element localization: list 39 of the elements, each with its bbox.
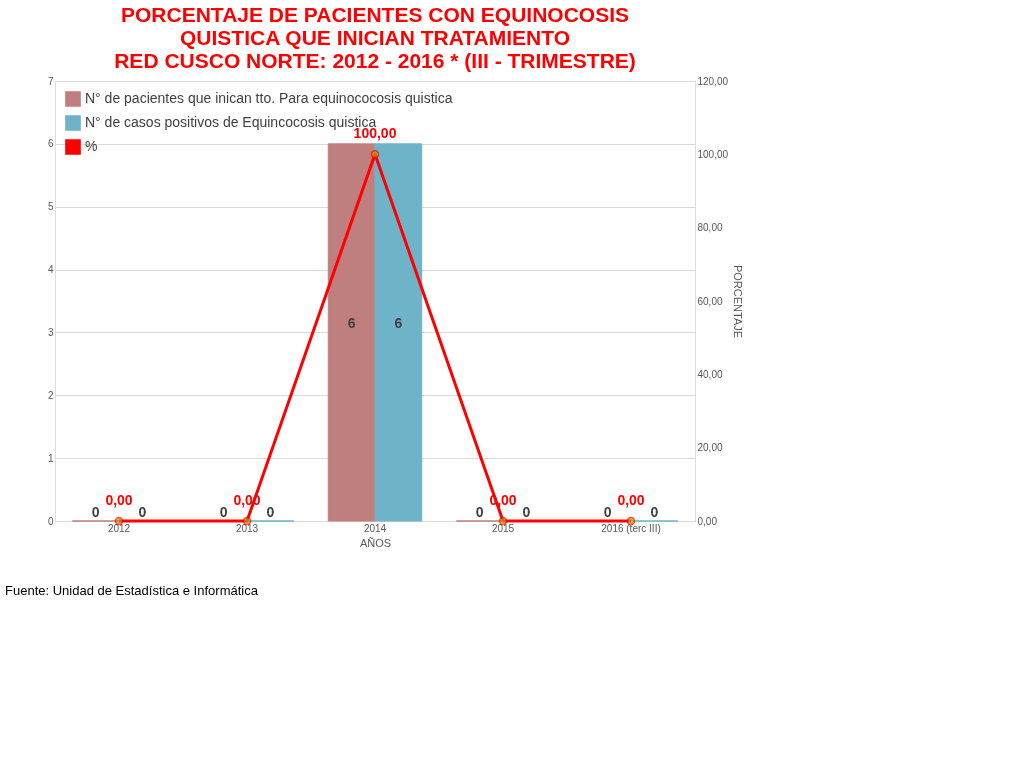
data-label: 0 <box>603 504 612 520</box>
data-label: 0 <box>91 504 100 520</box>
x-tick-label: 2013 <box>235 522 259 534</box>
y-tick-label: 5 <box>47 201 54 213</box>
y2-tick-label: 40,00 <box>697 368 723 380</box>
data-label: 0 <box>650 504 659 520</box>
y-tick-label: 2 <box>47 389 54 401</box>
x-tick-label: 2012 <box>107 522 131 534</box>
y2-tick-label: 20,00 <box>697 442 723 454</box>
data-label: 0 <box>522 504 531 520</box>
y2-tick-label: 100,00 <box>697 148 729 160</box>
y2-tick-label: 80,00 <box>697 222 723 234</box>
data-label: 6 <box>347 315 356 332</box>
source-note: Fuente: Unidad de Estadística e Informática <box>5 583 259 598</box>
legend-label: N° de casos positivos de Equincocosis quistica <box>85 114 377 130</box>
x-tick-label: 2016 (terc III) <box>601 522 661 534</box>
data-label: 0,00 <box>617 492 645 508</box>
legend-label: N° de pacientes que inican tto. Para equinococosis quistica <box>85 90 453 106</box>
y2-axis-title: PORCENTAJE <box>732 264 745 339</box>
data-label: 6 <box>394 315 403 332</box>
y2-tick-label: 60,00 <box>697 295 723 307</box>
data-label: 0 <box>219 504 228 520</box>
data-label: 0 <box>138 504 147 520</box>
y-tick-label: 4 <box>47 264 54 276</box>
data-label: 0 <box>475 504 484 520</box>
legend-label: % <box>85 138 98 154</box>
y-tick-label: 7 <box>47 75 54 87</box>
data-label: 0 <box>266 504 275 520</box>
y2-tick-label: 120,00 <box>697 75 729 87</box>
x-axis-title: AÑOS <box>359 536 392 549</box>
y-tick-label: 0 <box>47 515 54 527</box>
y-tick-label: 1 <box>47 452 54 464</box>
x-tick-label: 2014 <box>363 522 387 534</box>
data-label: 0,00 <box>105 492 133 508</box>
chart-title: PORCENTAJE DE PACIENTES CON EQUINOCOSIS QUISTICA QUE INICIAN TRATAMIENTO RED CUSCO NORTE: 2012 - 2016 * (III - TRIMESTRE) <box>114 3 636 72</box>
x-tick-label: 2015 <box>491 522 515 534</box>
y2-tick-label: 0,00 <box>697 515 718 527</box>
y-tick-label: 6 <box>47 138 54 150</box>
y-tick-label: 3 <box>47 326 54 338</box>
